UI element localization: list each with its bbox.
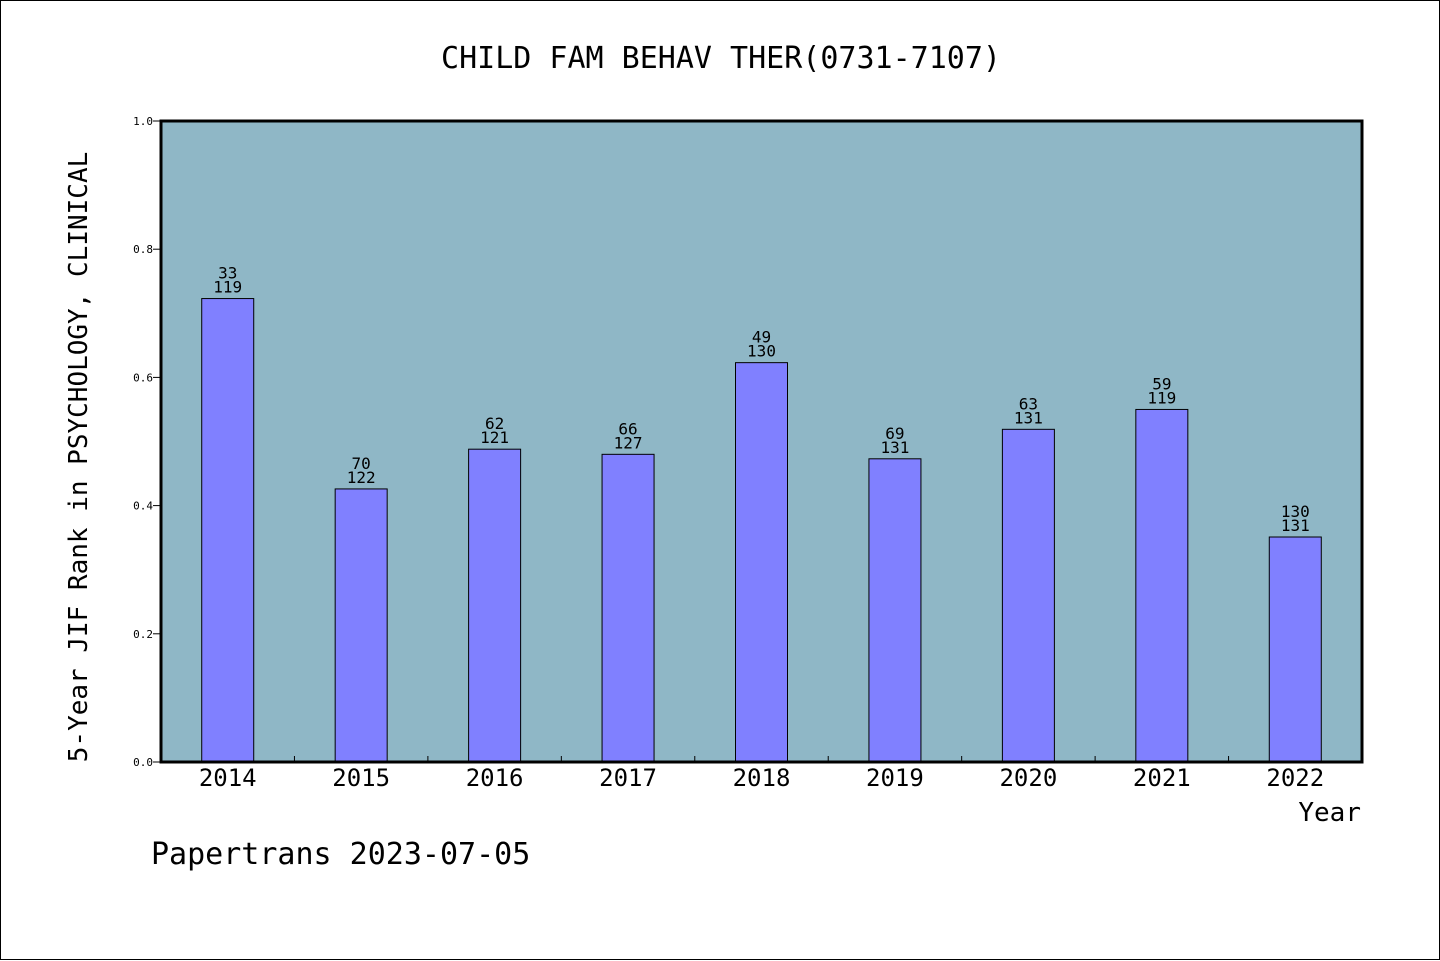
x-tick-label-2017: 2017 <box>599 764 657 792</box>
footer-credit: Papertrans 2023-07-05 <box>151 837 530 872</box>
bar-rank-label-2019: 69 <box>885 424 904 443</box>
x-axis: 2014 2015 2016 2017 2018 2019 2020 2021 2022 <box>199 756 1324 792</box>
x-tick-label-2018: 2018 <box>733 764 791 792</box>
bar-2016 <box>468 448 522 763</box>
y-axis: 0.0 0.2 0.4 0.6 0.8 1.0 <box>133 115 161 769</box>
bar-2017 <box>601 453 655 763</box>
bar-2020 <box>1001 428 1055 763</box>
x-axis-label: Year <box>1298 798 1361 828</box>
x-tick-label-2014: 2014 <box>199 764 257 792</box>
y-tick-label: 0.4 <box>133 500 153 513</box>
bar-rank-label-2022: 130 <box>1281 502 1310 521</box>
bar-rank-label-2014: 33 <box>218 264 237 283</box>
chart-title: CHILD FAM BEHAV THER(0731-7107) <box>441 41 1001 76</box>
bars-group <box>201 298 1322 763</box>
bar-total-label-2020: 131 <box>1014 408 1043 427</box>
bar-total-label-2016: 121 <box>480 428 509 447</box>
plot-border <box>159 119 1364 764</box>
bar-total-label-2021: 119 <box>1147 388 1176 407</box>
bar-rank-label-2016: 62 <box>485 414 504 433</box>
x-tick-label-2022: 2022 <box>1266 764 1324 792</box>
bar-total-label-2015: 122 <box>347 468 376 487</box>
bar-2014 <box>201 298 255 763</box>
x-tick-label-2019: 2019 <box>866 764 924 792</box>
bar-2018 <box>735 362 788 763</box>
x-tick-label-2020: 2020 <box>999 764 1057 792</box>
y-tick-label: 0.8 <box>133 243 153 256</box>
bar-rank-label-2020: 63 <box>1019 394 1038 413</box>
bar-total-label-2014: 119 <box>213 278 242 297</box>
y-tick-label: 0.6 <box>133 371 153 384</box>
bar-total-label-2017: 127 <box>614 433 643 452</box>
y-tick-label: 0.2 <box>133 628 153 641</box>
x-tick-label-2015: 2015 <box>332 764 390 792</box>
bar-total-label-2019: 131 <box>880 438 909 457</box>
bar-2019 <box>868 458 922 763</box>
bar-rank-label-2018: 49 <box>752 328 771 347</box>
x-tick-label-2016: 2016 <box>466 764 524 792</box>
y-axis-label: 5-Year JIF Rank in PSYCHOLOGY, CLINICAL <box>64 152 94 762</box>
bar-2022 <box>1268 536 1322 763</box>
bar-2015 <box>334 488 388 763</box>
y-tick-label: 1.0 <box>133 115 153 128</box>
bar-rank-label-2015: 70 <box>352 454 371 473</box>
bar-total-label-2018: 130 <box>747 342 776 361</box>
bar-rank-label-2017: 66 <box>618 419 637 438</box>
y-tick-label: 0.0 <box>133 756 153 769</box>
bar-2021 <box>1135 408 1189 763</box>
x-tick-label-2021: 2021 <box>1133 764 1191 792</box>
bar-rank-label-2021: 59 <box>1152 374 1171 393</box>
bar-total-label-2022: 131 <box>1281 516 1310 535</box>
